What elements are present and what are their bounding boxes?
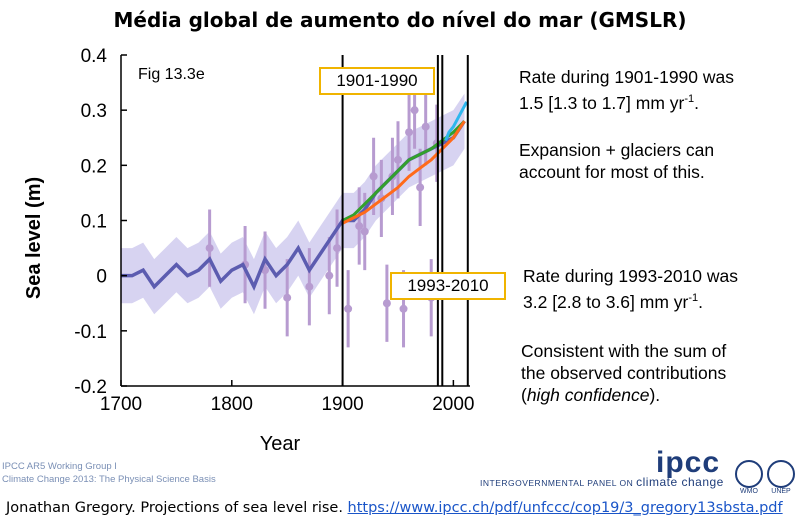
note-text: 3.2 [2.8 to 3.6] mm yr xyxy=(523,291,689,312)
note-superscript: -1 xyxy=(688,292,699,304)
fig-label: Fig 13.3e xyxy=(138,66,205,83)
wmo-logo: WMO xyxy=(732,460,766,496)
note-text: ( xyxy=(521,385,527,405)
series-line-2 xyxy=(341,120,466,225)
note-superscript: -1 xyxy=(684,93,695,105)
tide-gauge-point xyxy=(416,183,425,192)
uncertainty-band xyxy=(121,93,465,315)
tide-gauge-point xyxy=(333,244,342,253)
note-text: . xyxy=(694,92,700,113)
note-line: the observed contributions xyxy=(521,363,727,383)
note-text: 1.5 [1.3 to 1.7] mm yr xyxy=(519,92,685,113)
reference-text: Jonathan Gregory. Projections of sea lev… xyxy=(6,500,348,516)
note-line: (high confidence). xyxy=(521,384,726,406)
reference-link[interactable]: https://www.ipcc.ch/pdf/unfccc/cop19/3_g… xyxy=(347,500,783,516)
wmo-emblem-icon xyxy=(735,460,763,488)
y-axis-label: Sea level (m) xyxy=(23,177,45,299)
period-box-1901-1990: 1901-1990 xyxy=(319,67,435,95)
y-tick-label: 0.3 xyxy=(81,101,107,122)
plot-area: -0.2 -0.1 0 0.1 0.2 0.3 0.4 1700 1800 1900 2000 xyxy=(74,46,474,415)
note-line: Consistent with the sum of xyxy=(521,341,727,361)
note-line: 1.5 [1.3 to 1.7] mm yr-1. xyxy=(519,88,734,114)
unep-logo: UNEP xyxy=(764,460,798,496)
unep-emblem-icon xyxy=(767,460,795,488)
page-title: Média global de aumento do nível do mar … xyxy=(113,8,687,32)
note-expansion-glaciers: Expansion + glaciers can account for mos… xyxy=(519,139,714,183)
tide-gauge-point xyxy=(421,122,430,131)
ipcc-logo: ipcc xyxy=(656,446,721,479)
y-tick-label: -0.2 xyxy=(74,377,107,398)
x-tick-label: 2000 xyxy=(432,394,474,415)
tide-gauge-point xyxy=(305,282,314,291)
y-tick-label: 0.2 xyxy=(81,156,107,177)
note-text: . xyxy=(698,291,704,312)
tide-gauge-point xyxy=(205,244,214,253)
ipcc-footer-credit: IPCC AR5 Working Group I Climate Change … xyxy=(2,460,216,486)
note-line: Expansion + glaciers can xyxy=(519,140,715,160)
reference-citation: Jonathan Gregory. Projections of sea lev… xyxy=(6,500,783,516)
tide-gauge-point xyxy=(405,128,414,137)
y-tick-label: 0.1 xyxy=(81,212,107,233)
y-tick-label: 0.4 xyxy=(81,46,108,67)
tide-gauge-point xyxy=(344,304,353,313)
x-axis-label: Year xyxy=(260,433,301,455)
note-emphasis: high confidence xyxy=(526,385,650,405)
period-box-1993-2010: 1993-2010 xyxy=(390,272,506,300)
tide-gauge-point xyxy=(360,227,369,236)
ipcc-panel-text: INTERGOVERNMENTAL PANEL ON climate chang… xyxy=(480,475,724,489)
series-line-3 xyxy=(444,101,468,142)
panel-text: INTERGOVERNMENTAL PANEL ON xyxy=(480,478,637,488)
tide-gauge-point xyxy=(393,155,402,164)
tide-gauge-point xyxy=(355,222,364,231)
footer-line: Climate Change 2013: The Physical Scienc… xyxy=(2,474,216,485)
tide-gauge-point xyxy=(325,271,334,280)
note-consistent: Consistent with the sum of the observed … xyxy=(521,340,726,406)
tide-gauge-point xyxy=(399,304,408,313)
note-line: 3.2 [2.8 to 3.6] mm yr-1. xyxy=(523,287,738,313)
panel-text-emph: climate change xyxy=(636,475,724,489)
x-tick-label: 1900 xyxy=(321,394,363,415)
note-rate-1901-1990: Rate during 1901-1990 was 1.5 [1.3 to 1.… xyxy=(519,66,734,114)
note-line: account for most of this. xyxy=(519,162,705,182)
x-tick-label: 1800 xyxy=(211,394,253,415)
y-tick-label: 0 xyxy=(96,267,107,288)
note-line: Rate during 1993-2010 was xyxy=(523,266,739,286)
wmo-label: WMO xyxy=(740,488,758,495)
note-line: Rate during 1901-1990 was xyxy=(519,67,735,87)
tide-gauge-point xyxy=(410,106,419,115)
x-tick-label: 1700 xyxy=(100,394,142,415)
series-line-1 xyxy=(341,120,466,222)
footer-line: IPCC AR5 Working Group I xyxy=(2,461,117,472)
tide-gauge-point xyxy=(283,293,292,302)
tide-gauge-point xyxy=(382,299,391,308)
y-tick-label: -0.1 xyxy=(74,322,107,343)
tide-gauge-point xyxy=(369,172,378,181)
note-text: ). xyxy=(649,385,661,405)
unep-label: UNEP xyxy=(771,488,791,495)
note-rate-1993-2010: Rate during 1993-2010 was 3.2 [2.8 to 3.… xyxy=(523,265,738,313)
